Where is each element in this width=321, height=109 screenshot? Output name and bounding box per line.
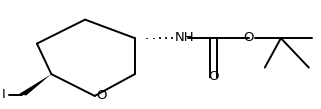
Text: NH: NH bbox=[175, 31, 195, 44]
Polygon shape bbox=[19, 74, 51, 95]
Text: O: O bbox=[244, 31, 254, 44]
Text: O: O bbox=[208, 70, 219, 83]
Text: O: O bbox=[96, 89, 107, 102]
Text: I: I bbox=[2, 88, 5, 101]
